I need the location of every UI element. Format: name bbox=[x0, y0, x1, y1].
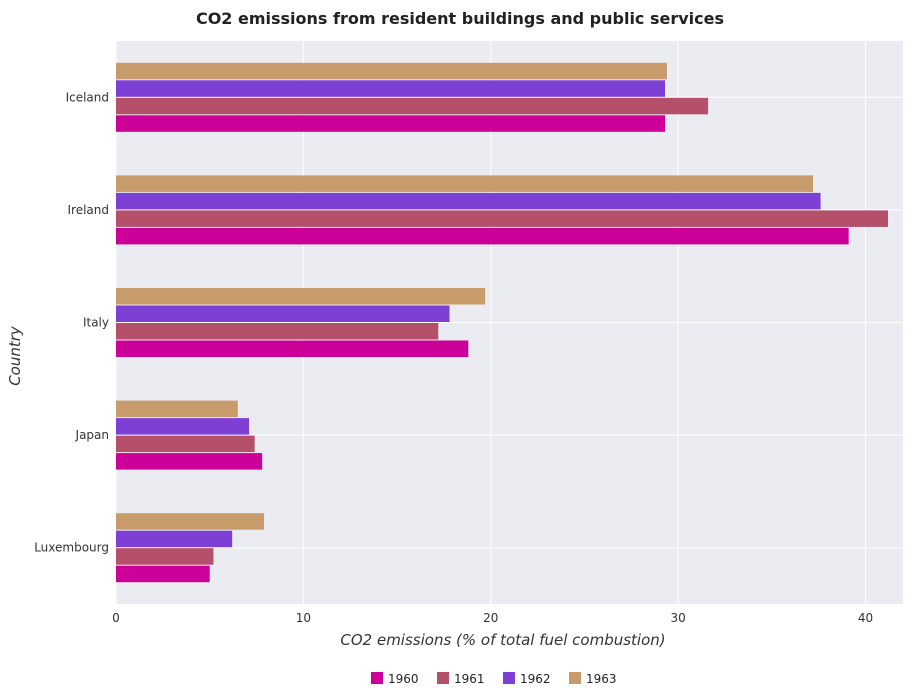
x-tick-label: 20 bbox=[483, 611, 498, 625]
x-axis-label: CO2 emissions (% of total fuel combustio… bbox=[340, 631, 665, 649]
legend-label-1961: 1961 bbox=[454, 672, 485, 686]
x-tick-label: 40 bbox=[858, 611, 873, 625]
x-tick-label: 0 bbox=[112, 611, 120, 625]
y-axis-label: Country bbox=[6, 325, 24, 386]
bar-luxembourg-1962 bbox=[116, 530, 233, 548]
grid bbox=[115, 41, 903, 604]
bar-japan-1962 bbox=[116, 418, 250, 435]
bar-japan-1960 bbox=[116, 453, 263, 470]
bar-italy-1960 bbox=[116, 340, 469, 357]
legend-label-1962: 1962 bbox=[520, 672, 551, 686]
bar-japan-1961 bbox=[116, 435, 255, 453]
x-tick-label: 30 bbox=[671, 611, 686, 625]
y-tick-label: Luxembourg bbox=[34, 541, 109, 555]
bar-italy-1961 bbox=[116, 323, 439, 340]
legend-swatch-1961 bbox=[437, 672, 449, 684]
legend-swatch-1960 bbox=[371, 672, 383, 684]
bar-iceland-1962 bbox=[116, 80, 666, 97]
y-tick-label: Italy bbox=[83, 316, 109, 330]
x-tick-label: 10 bbox=[296, 611, 311, 625]
bar-ireland-1962 bbox=[116, 192, 821, 210]
bar-luxembourg-1960 bbox=[116, 565, 210, 583]
x-tick-labels: 0 10 20 30 40 bbox=[112, 611, 873, 625]
y-tick-label: Ireland bbox=[67, 203, 109, 217]
bar-iceland-1960 bbox=[116, 115, 666, 132]
y-tick-labels: Iceland Ireland Italy Japan Luxembourg bbox=[34, 90, 109, 554]
y-tick-label: Japan bbox=[75, 428, 109, 442]
bar-italy-1962 bbox=[116, 305, 450, 322]
legend-swatch-1963 bbox=[569, 672, 581, 684]
bar-iceland-1963 bbox=[116, 62, 667, 80]
chart-title: CO2 emissions from resident buildings an… bbox=[196, 9, 724, 28]
y-tick-label: Iceland bbox=[66, 90, 109, 104]
bar-iceland-1961 bbox=[116, 97, 709, 115]
legend-label-1960: 1960 bbox=[388, 672, 419, 686]
legend: 1960 1961 1962 1963 bbox=[371, 672, 617, 686]
bar-luxembourg-1963 bbox=[116, 513, 265, 530]
bar-ireland-1960 bbox=[116, 227, 849, 245]
legend-swatch-1962 bbox=[503, 672, 515, 684]
bar-italy-1963 bbox=[116, 288, 486, 305]
bar-ireland-1961 bbox=[116, 210, 889, 227]
legend-label-1963: 1963 bbox=[586, 672, 617, 686]
bars bbox=[116, 62, 889, 583]
bar-japan-1963 bbox=[116, 400, 238, 418]
bar-ireland-1963 bbox=[116, 175, 814, 192]
bar-luxembourg-1961 bbox=[116, 548, 214, 565]
